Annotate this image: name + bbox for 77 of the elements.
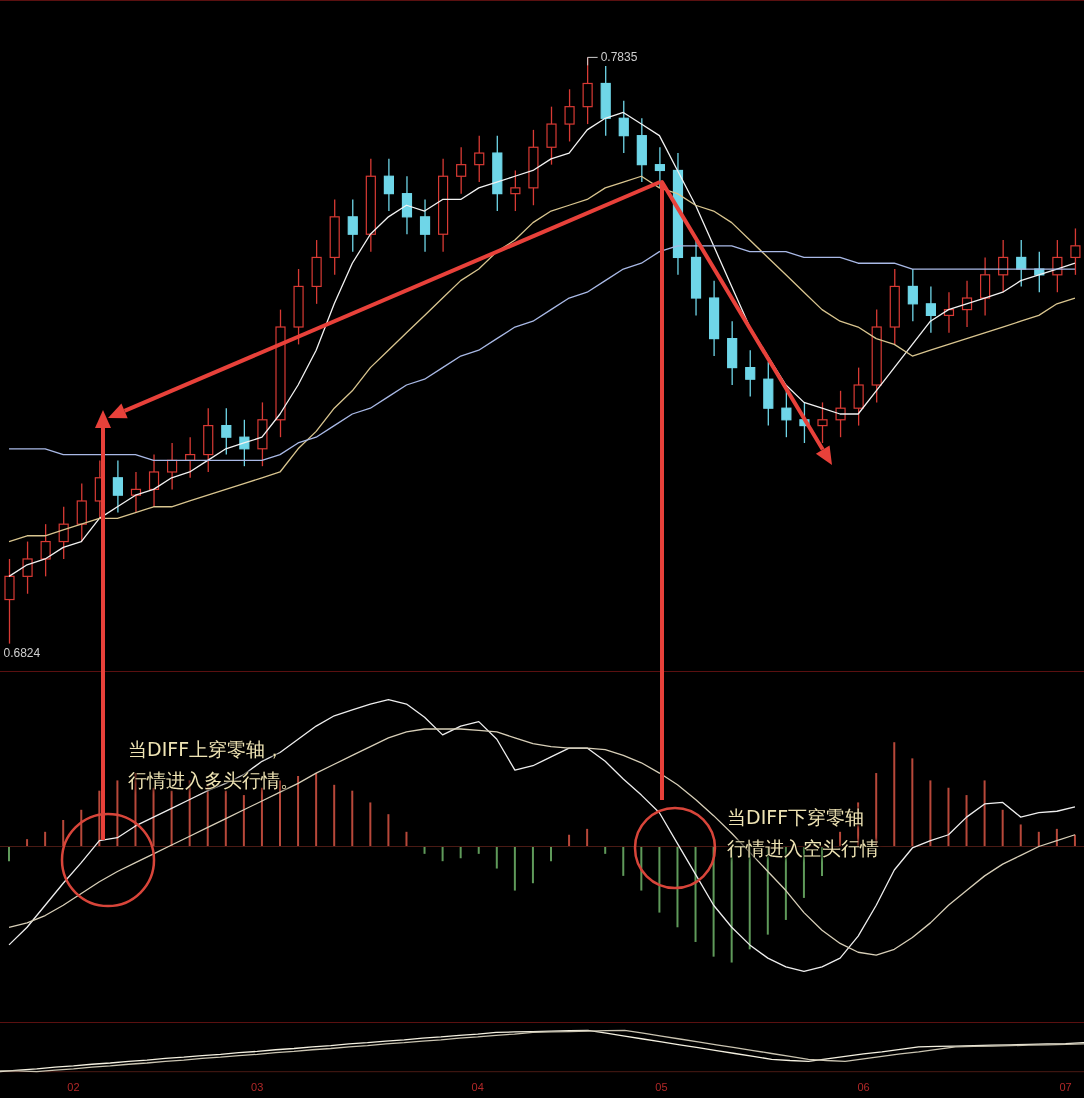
bar bbox=[26, 839, 29, 847]
bar bbox=[694, 846, 697, 942]
candlestick bbox=[618, 100, 629, 154]
x-tick-label: 07 bbox=[1059, 1080, 1072, 1093]
bar bbox=[62, 820, 65, 847]
bar bbox=[44, 831, 47, 847]
bar bbox=[604, 846, 607, 854]
bar bbox=[947, 787, 950, 847]
bar bbox=[911, 758, 914, 847]
candlestick bbox=[401, 175, 413, 235]
bar bbox=[513, 846, 516, 891]
annotation: 0.7835 bbox=[600, 50, 638, 65]
bar bbox=[893, 742, 896, 847]
bar bbox=[297, 776, 300, 847]
bar bbox=[405, 831, 408, 847]
bar bbox=[8, 846, 10, 862]
candlestick bbox=[148, 453, 160, 508]
candlestick bbox=[419, 198, 431, 253]
candlestick bbox=[1070, 227, 1081, 276]
candlestick bbox=[745, 349, 756, 398]
candlestick bbox=[221, 407, 232, 456]
candlestick bbox=[40, 523, 51, 578]
bar bbox=[333, 784, 336, 847]
x-tick-label: 04 bbox=[471, 1080, 484, 1093]
bar bbox=[98, 790, 101, 847]
x-tick-label: 05 bbox=[655, 1080, 668, 1093]
x-tick-label: 06 bbox=[857, 1080, 870, 1093]
candlestick bbox=[925, 285, 936, 334]
bar bbox=[1001, 809, 1004, 847]
x-tick-label: 02 bbox=[67, 1080, 80, 1093]
bar bbox=[586, 828, 589, 847]
bar bbox=[983, 780, 986, 847]
candlestick bbox=[654, 146, 665, 189]
bar bbox=[965, 795, 968, 847]
candlestick bbox=[456, 146, 467, 195]
bar bbox=[369, 802, 372, 847]
bar bbox=[477, 846, 480, 854]
bar bbox=[459, 846, 462, 859]
candlestick bbox=[474, 135, 485, 183]
bar bbox=[1055, 828, 1058, 847]
bar bbox=[1019, 824, 1022, 847]
bar bbox=[1037, 831, 1040, 847]
bar bbox=[676, 846, 679, 928]
bar bbox=[351, 790, 354, 847]
bar bbox=[116, 780, 119, 847]
candlestick bbox=[76, 482, 87, 543]
candlestick bbox=[347, 198, 358, 253]
candlestick bbox=[980, 256, 991, 317]
bar bbox=[550, 846, 552, 862]
bar bbox=[242, 795, 245, 847]
bar bbox=[658, 846, 661, 913]
candlestick bbox=[817, 401, 828, 444]
bar bbox=[315, 773, 318, 847]
bar bbox=[929, 780, 932, 847]
bar bbox=[423, 846, 426, 854]
candlestick bbox=[1052, 239, 1063, 293]
candlestick bbox=[167, 442, 178, 491]
candlestick bbox=[907, 268, 918, 322]
x-tick-label: 03 bbox=[251, 1080, 264, 1093]
candlestick bbox=[22, 540, 33, 595]
bar bbox=[622, 846, 625, 876]
bar bbox=[80, 809, 83, 847]
text: 0.6824 bbox=[3, 645, 41, 660]
bar bbox=[387, 814, 390, 847]
bar bbox=[441, 846, 444, 862]
candlestick bbox=[781, 390, 792, 438]
candlestick bbox=[239, 419, 250, 467]
candlestick bbox=[4, 558, 15, 645]
candlestick bbox=[510, 169, 521, 212]
bar bbox=[495, 846, 498, 869]
candlestick bbox=[564, 88, 575, 143]
candlestick bbox=[853, 366, 864, 427]
candlestick bbox=[546, 106, 557, 166]
candlestick bbox=[112, 459, 123, 514]
candlestick bbox=[383, 158, 394, 212]
bar bbox=[568, 834, 571, 847]
bar bbox=[531, 846, 534, 884]
